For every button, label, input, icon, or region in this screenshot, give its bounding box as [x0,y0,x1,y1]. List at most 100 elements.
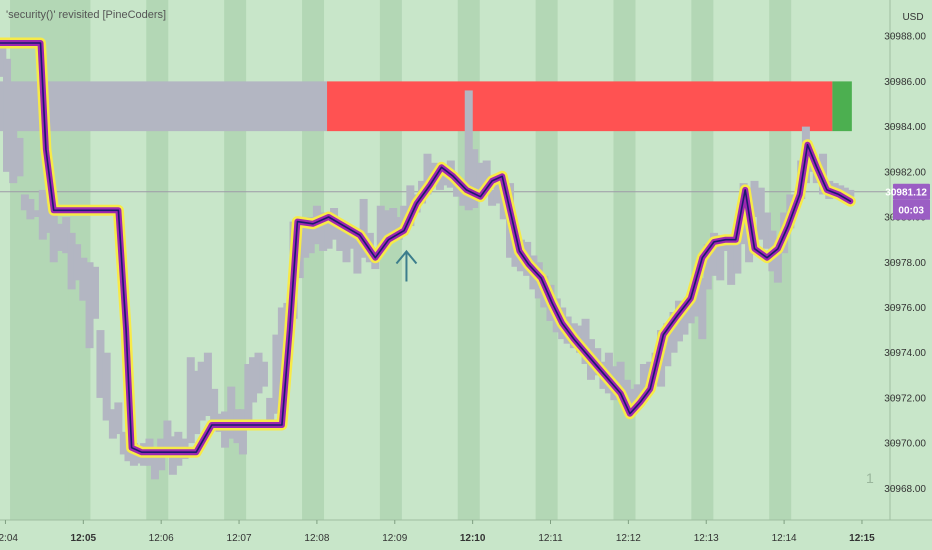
price-scale-background [890,0,932,550]
price-bar-77 [441,171,450,186]
price-bar-68 [389,208,398,236]
price-bar-130 [750,180,759,218]
price-bar-27 [150,447,159,480]
price-bar-108 [622,379,631,407]
price-bar-107 [616,361,625,398]
x-tick-label-6: 12:10 [460,533,486,544]
price-bar-134 [773,253,782,283]
x-tick-label-10: 12:14 [772,533,797,544]
price-bar-54 [306,217,315,254]
smoothed-line-core [0,42,852,454]
price-bar-37 [210,388,219,426]
price-bar-43 [244,364,253,430]
price-bar-1 [3,58,12,172]
watermark-label: 1 [866,470,874,486]
signal-arrow-icon [395,249,418,282]
status-band-segment-0 [0,81,328,132]
price-bar-61 [347,230,356,249]
price-bar-127 [733,239,742,274]
x-tick-label-0: 12:04 [0,533,18,544]
price-bar-19 [108,409,117,439]
indicator-title[interactable]: 'security()' revisited [PineCoders] [6,9,167,21]
x-tick-label-1: 12:05 [71,533,97,544]
price-bar-62 [353,239,362,274]
price-bar-59 [336,221,345,251]
price-bar-4 [20,194,29,211]
price-bar-44 [249,357,258,403]
price-bar-20 [114,402,123,435]
price-bar-7 [38,189,47,240]
price-bar-42 [238,409,247,455]
price-bar-40 [227,386,236,439]
price-bar-5 [26,198,35,220]
price-bar-86 [493,183,502,204]
shaded-column-0 [10,0,33,520]
price-bar-16 [90,266,99,319]
price-bar-56 [319,212,328,251]
y-tick-label-0: 30968.00 [884,484,926,495]
status-band-segment-2 [832,81,852,132]
price-bar-3 [15,137,24,177]
y-tick-label-4: 30976.00 [884,303,926,314]
price-bar-13 [73,244,82,281]
price-bar-124 [716,235,725,281]
y-tick-label-1: 30970.00 [884,439,926,450]
price-bar-34 [192,370,201,435]
price-bar-33 [186,357,195,444]
countdown-badge [893,199,930,220]
countdown-label: 00:03 [898,206,924,217]
price-bar-125 [721,239,730,251]
price-bar-76 [435,176,444,190]
price-bar-101 [581,318,590,364]
price-bar-14 [79,257,88,301]
x-tick-label-2: 12:06 [149,533,174,544]
price-bar-18 [102,352,111,421]
price-bar-82 [470,149,479,208]
price-bar-17 [96,330,105,398]
price-bar-9 [49,212,58,263]
price-bar-48 [272,334,281,414]
y-tick-label-10: 30988.00 [884,32,926,43]
price-bar-12 [67,232,76,290]
price-bar-121 [698,278,707,340]
currency-label: USD [902,12,923,23]
price-bar-67 [382,210,391,240]
status-band-segment-1 [327,81,833,132]
shaded-column-10 [613,0,636,520]
price-bar-119 [686,296,695,324]
price-bar-111 [639,364,648,398]
last-price-badge [893,183,930,200]
price-bar-131 [756,187,765,240]
price-bar-49 [277,307,286,376]
price-bar-10 [55,223,64,251]
price-bar-74 [423,153,432,195]
x-tick-label-11: 12:15 [849,533,875,544]
price-bar-116 [669,312,678,353]
price-bar-85 [488,189,497,206]
price-bar-35 [197,361,206,421]
price-bar-132 [762,212,771,249]
price-bar-83 [476,162,485,195]
price-bar-147 [846,189,855,197]
y-tick-label-8: 30984.00 [884,122,926,133]
x-tick-label-7: 12:11 [538,533,563,544]
price-bar-21 [119,431,128,455]
price-bar-60 [342,228,351,263]
x-tick-label-3: 12:07 [227,533,252,544]
price-bar-36 [203,352,212,416]
x-tick-label-4: 12:08 [304,533,329,544]
y-tick-label-9: 30986.00 [884,77,926,88]
price-bar-29 [163,420,172,455]
price-bar-45 [254,352,263,394]
price-bar-122 [703,244,712,290]
price-bar-11 [62,217,71,254]
price-bar-66 [376,205,385,254]
price-bar-6 [32,210,41,218]
price-bar-115 [663,323,672,367]
last-price-label: 30981.12 [885,188,927,199]
price-bar-81 [464,90,473,211]
price-bar-123 [710,232,719,276]
price-bar-63 [359,198,368,258]
